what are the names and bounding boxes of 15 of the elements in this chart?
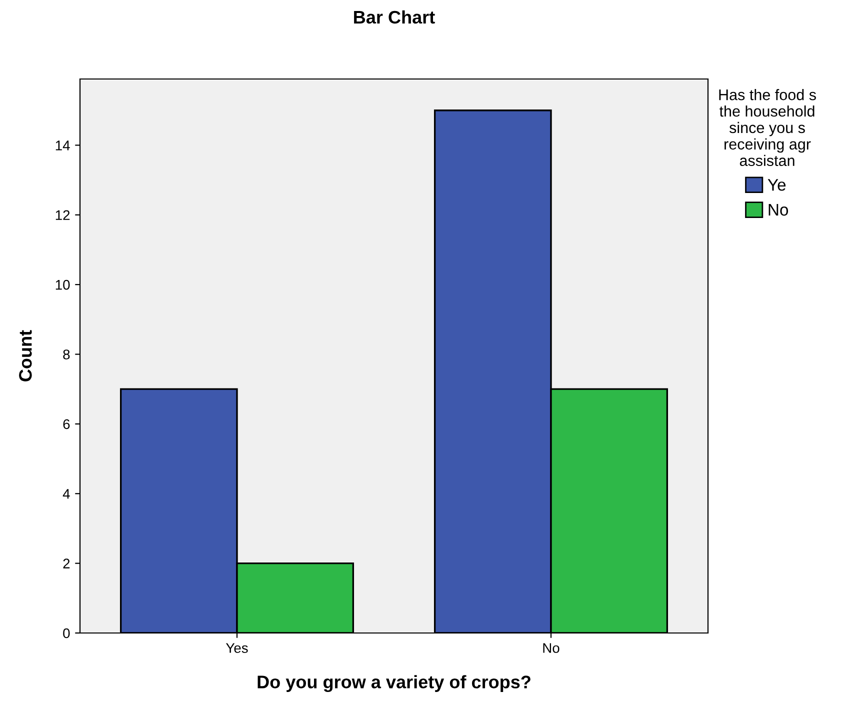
y-tick-label: 2: [63, 558, 70, 568]
x-tick-label: Yes: [226, 643, 248, 653]
y-tick-label: 4: [62, 489, 70, 499]
y-tick-label: 8: [63, 350, 70, 360]
y-tick-label: 0: [63, 628, 70, 638]
chart-title: Bar Chart: [354, 10, 435, 24]
y-tick-label: 12: [56, 210, 70, 220]
legend-label: No: [768, 204, 788, 216]
x-axis-title: Do you grow a variety of crops?: [258, 675, 530, 692]
y-tick-label: 6: [63, 419, 70, 430]
legend-label: Ye: [768, 179, 786, 191]
legend-title: Has the food s the household since you s receiving agr assistan: [719, 89, 816, 166]
y-tick-label: 14: [56, 140, 70, 150]
y-tick-label: 10: [56, 280, 70, 290]
y-axis-title: Count: [19, 330, 32, 382]
